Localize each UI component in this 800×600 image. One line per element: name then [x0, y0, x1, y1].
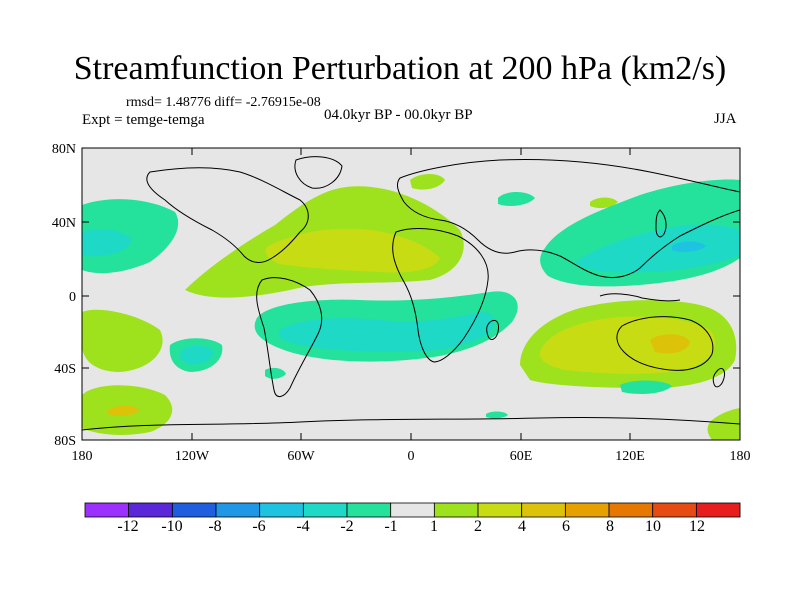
- contour-neg1: [486, 411, 508, 419]
- colorbar-label: -2: [340, 518, 353, 535]
- colorbar: -12 -10 -8 -6 -4 -2 -1 1 2 4 6 8 10 12: [84, 502, 741, 535]
- colorbar-label: 2: [474, 518, 482, 535]
- coastline-eurasia: [396, 159, 740, 279]
- colorbar-label: 4: [518, 518, 526, 535]
- lat-label: 80N: [52, 142, 76, 157]
- colorbar-label: -12: [117, 518, 138, 535]
- lon-label: 60E: [510, 449, 533, 464]
- colorbar-box: [259, 502, 304, 518]
- colorbar-label: -10: [161, 518, 182, 535]
- colorbar-label: -6: [252, 518, 265, 535]
- map-panel: 80N 40N 0 40S 80S 180 120W 60W 0 60E 120…: [52, 142, 751, 464]
- coastline-indonesia: [599, 293, 681, 302]
- period-label: 04.0kyr BP - 00.0kyr BP: [324, 107, 473, 123]
- coastline-madagascar: [486, 319, 499, 340]
- lon-label: 180: [730, 449, 751, 464]
- contour-fields: [82, 174, 740, 440]
- coastline-north-america: [146, 167, 309, 263]
- lon-label: 120W: [175, 449, 210, 464]
- contour-pos1: [82, 309, 163, 372]
- lat-label: 40S: [54, 362, 76, 377]
- lat-label: 0: [69, 290, 76, 305]
- colorbar-box: [346, 502, 392, 518]
- colorbar-box: [608, 502, 654, 518]
- coastline-antarctica: [82, 416, 740, 431]
- experiment-label: Expt = temge-temga: [82, 112, 205, 128]
- colorbar-label: 1: [430, 518, 438, 535]
- colorbar-label: -4: [296, 518, 309, 535]
- coastline-new-zealand: [712, 367, 725, 388]
- contour-pos1: [707, 408, 740, 440]
- plot-title: Streamfunction Perturbation at 200 hPa (…: [73, 50, 727, 87]
- contour-neg1: [620, 380, 672, 394]
- lat-label: 80S: [54, 434, 76, 449]
- contour-pos1: [410, 174, 445, 190]
- colorbar-box: [521, 502, 566, 518]
- coastline-australia: [616, 316, 714, 371]
- lon-label: 0: [408, 449, 415, 464]
- coastline-south-america: [256, 277, 323, 397]
- colorbar-boxes: [84, 502, 741, 518]
- map-background: [82, 148, 740, 440]
- season-label: JJA: [714, 111, 737, 127]
- contour-pos1: [590, 197, 618, 209]
- lat-label: 40N: [52, 216, 76, 231]
- colorbar-label: -8: [208, 518, 221, 535]
- axis-ticks: [81, 147, 741, 441]
- contour-pos2: [539, 316, 716, 374]
- contour-neg3: [672, 241, 706, 253]
- colorbar-labels: -12 -10 -8 -6 -4 -2 -1 1 2 4 6 8 10 12: [117, 518, 705, 535]
- colorbar-label: 10: [645, 518, 661, 535]
- colorbar-label: 8: [606, 518, 614, 535]
- colorbar-label: 6: [562, 518, 570, 535]
- contour-pos3: [108, 405, 140, 417]
- coastline-greenland: [294, 156, 343, 189]
- colorbar-box: [433, 502, 479, 518]
- lon-label: 120E: [615, 449, 645, 464]
- colorbar-box: [390, 502, 435, 518]
- colorbar-box: [215, 502, 261, 518]
- lon-label: 180: [72, 449, 93, 464]
- stats-label: rmsd= 1.48776 diff= -2.76915e-08: [126, 95, 321, 110]
- contour-neg2: [278, 312, 495, 352]
- lon-label: 60W: [287, 449, 315, 464]
- colorbar-box: [477, 502, 523, 518]
- colorbar-box: [695, 502, 741, 518]
- coastline-africa: [392, 228, 489, 363]
- colorbar-box: [302, 502, 348, 518]
- contour-neg1: [498, 192, 535, 206]
- contour-pos3: [650, 334, 690, 354]
- colorbar-box: [128, 502, 173, 518]
- contour-neg2: [180, 345, 214, 365]
- colorbar-box: [171, 502, 217, 518]
- contour-neg2: [575, 224, 740, 273]
- coastline-japan: [655, 209, 667, 238]
- colorbar-label: -1: [384, 518, 397, 535]
- contour-neg2: [82, 229, 132, 257]
- coastlines: [82, 156, 740, 431]
- colorbar-label: 12: [689, 518, 705, 535]
- colorbar-box: [652, 502, 697, 518]
- colorbar-box: [84, 502, 130, 518]
- contour-pos2: [265, 228, 440, 273]
- colorbar-box: [564, 502, 610, 518]
